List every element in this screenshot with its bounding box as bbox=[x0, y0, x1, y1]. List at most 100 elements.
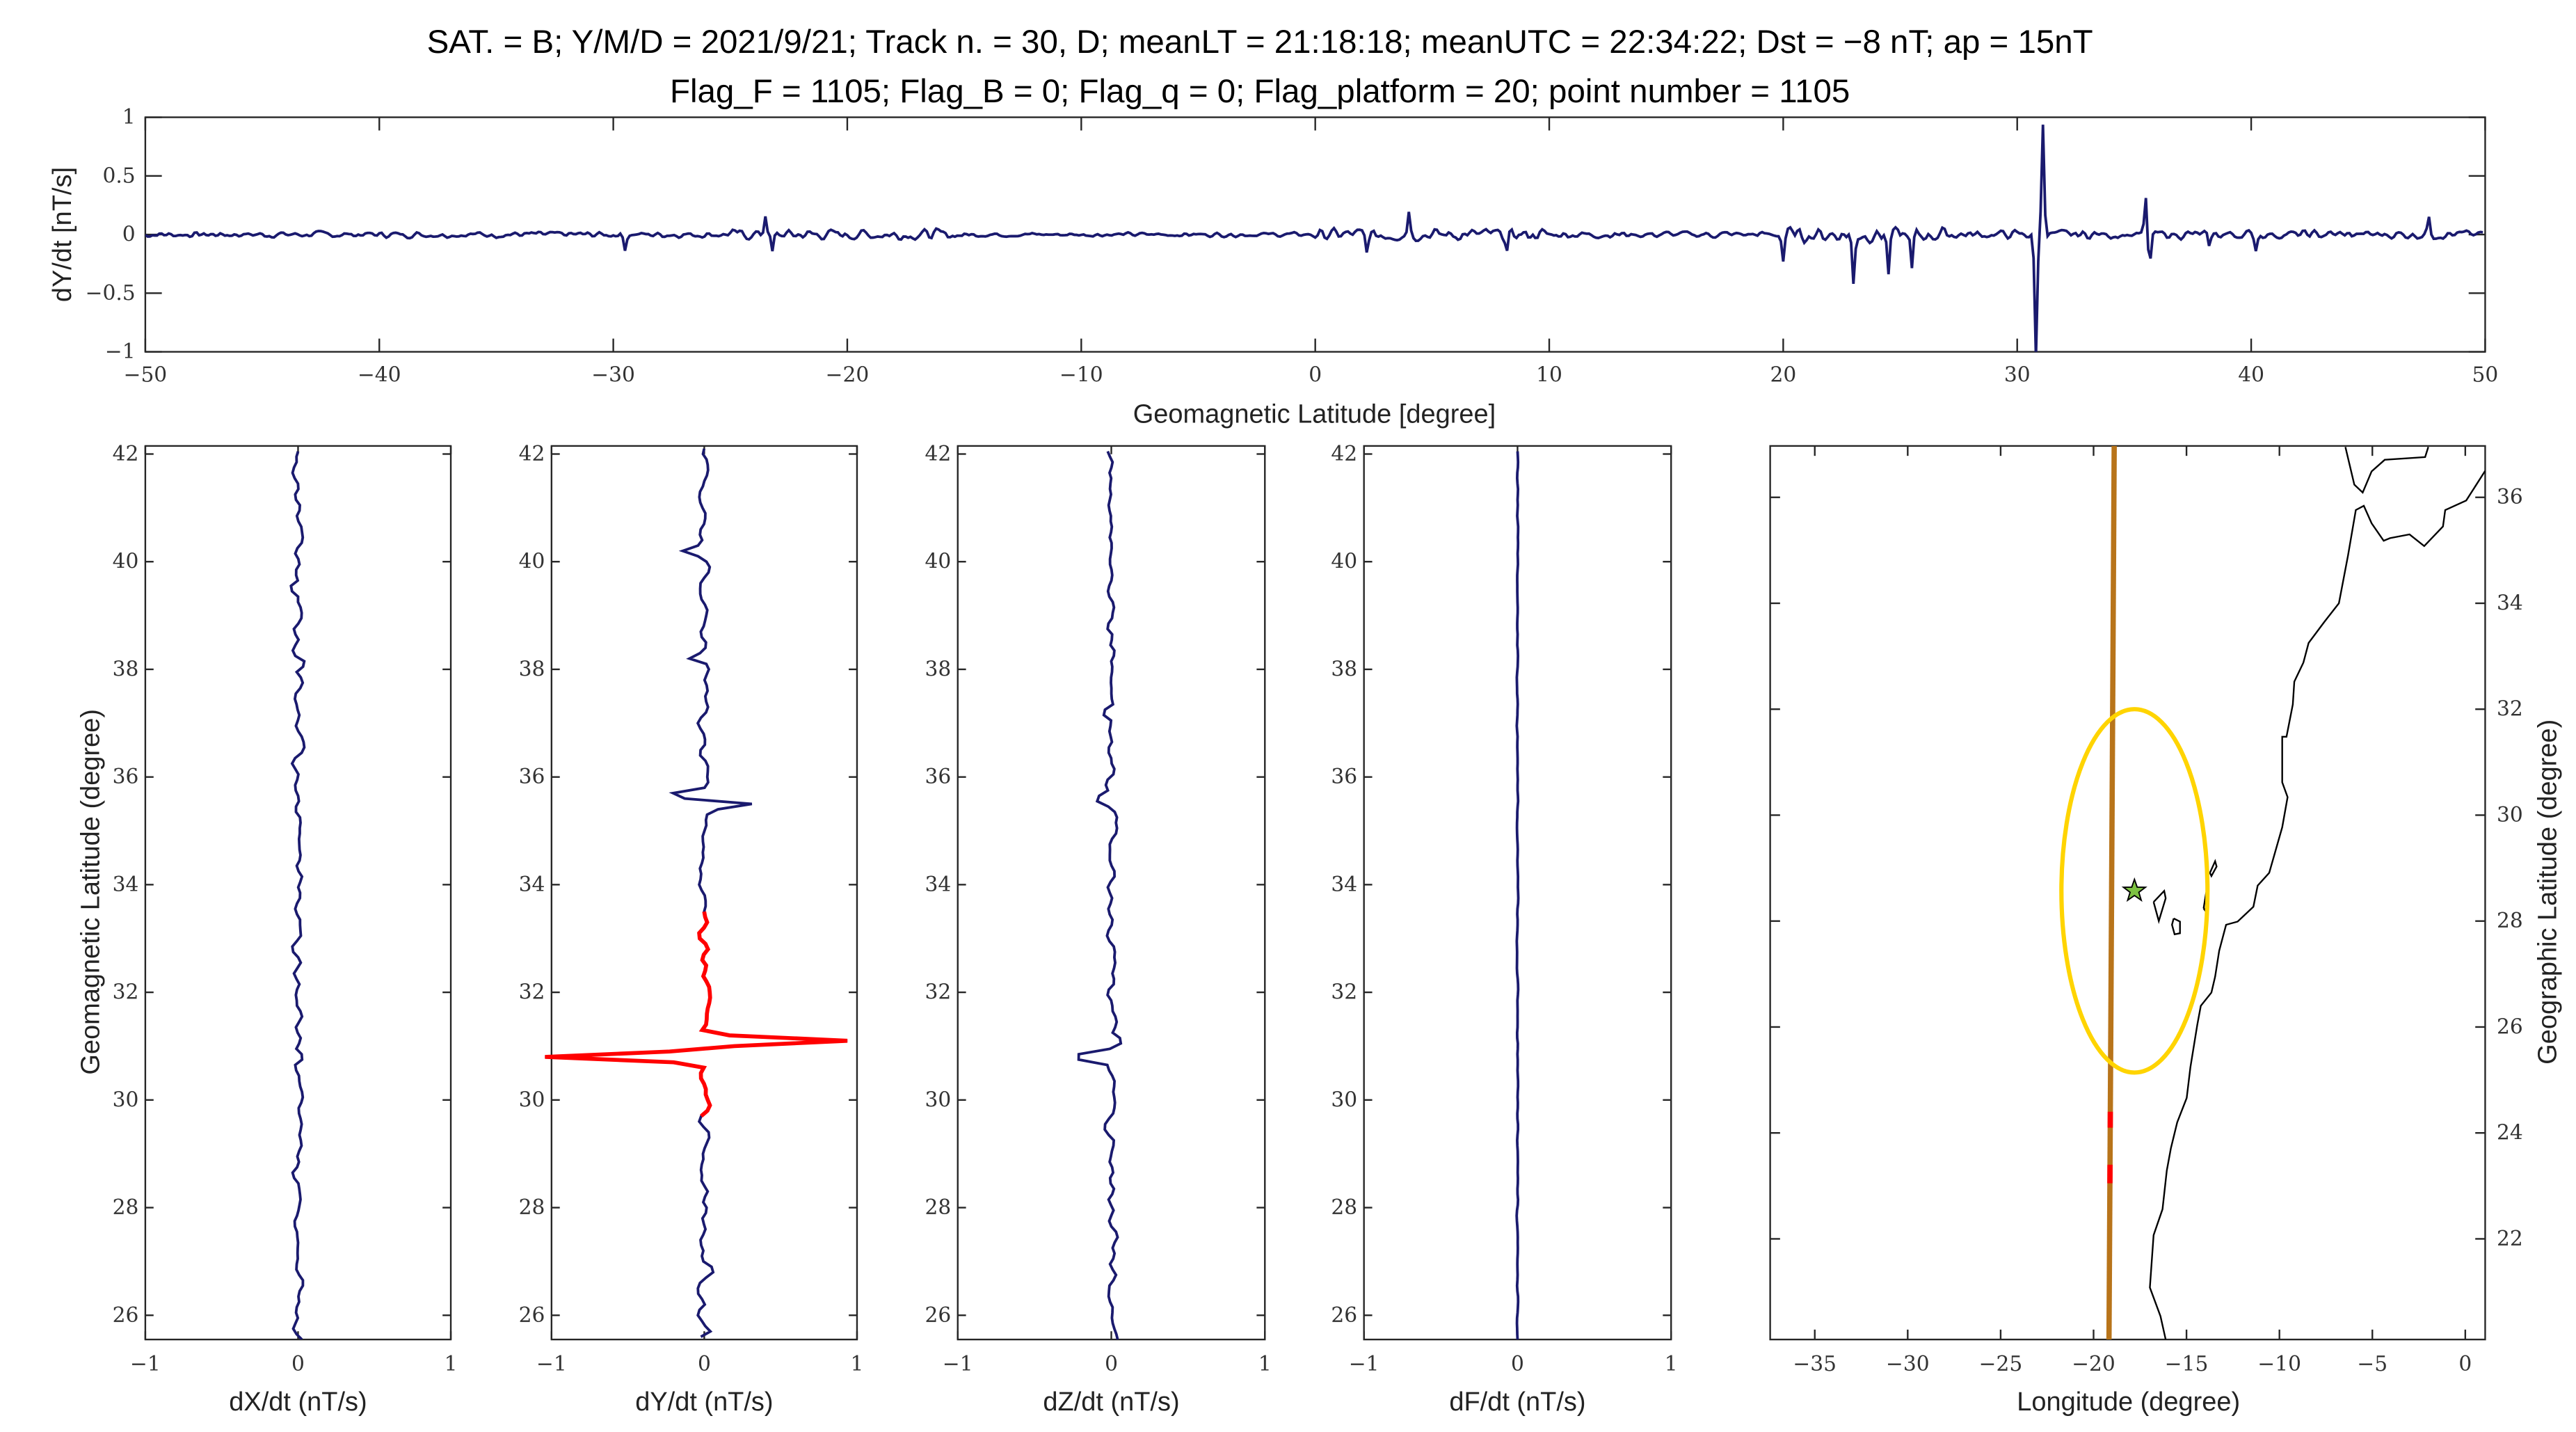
panel-dX-ytick-label: 28 bbox=[113, 1195, 139, 1219]
top-ytick-label: 1 bbox=[122, 104, 136, 129]
panel-dZ-ytick-label: 40 bbox=[925, 549, 952, 573]
map-ytick-label: 36 bbox=[2497, 484, 2523, 509]
map-xtick-label: −35 bbox=[1793, 1351, 1837, 1376]
title-line-2: Flag_F = 1105; Flag_B = 0; Flag_q = 0; F… bbox=[670, 73, 1850, 110]
top-xtick-label: −20 bbox=[826, 362, 870, 386]
map-xlabel: Longitude (degree) bbox=[2017, 1387, 2240, 1417]
top-xtick-label: 30 bbox=[2004, 362, 2031, 386]
panel-dF-ytick-label: 40 bbox=[1331, 549, 1357, 573]
panel-dY-ytick-label: 26 bbox=[519, 1303, 545, 1327]
map-xtick-label: 0 bbox=[2458, 1351, 2472, 1376]
top-ylabel: dY/dt [nT/s] bbox=[48, 167, 77, 302]
map-frame bbox=[1769, 445, 2486, 1341]
top-ytick-label: −0.5 bbox=[86, 280, 136, 305]
panel-dF-xlabel: dF/dt (nT/s) bbox=[1449, 1387, 1585, 1417]
panel-dY-highlight-line bbox=[545, 911, 848, 1118]
map-ytick-label: 22 bbox=[2497, 1226, 2523, 1250]
panel-dF-ytick-label: 36 bbox=[1331, 764, 1357, 788]
satellite-track-line bbox=[2106, 445, 2117, 1340]
panel-dF-ytick-label: 38 bbox=[1331, 656, 1357, 681]
panel-dZ-xtick-label: 0 bbox=[1105, 1351, 1118, 1376]
panel-dY-series-line bbox=[545, 448, 848, 1338]
panel-dX-xtick-label: −1 bbox=[130, 1351, 161, 1376]
coastline bbox=[2149, 470, 2486, 1340]
panel-dZ-ytick-label: 42 bbox=[925, 441, 952, 466]
panel-dZ-frame bbox=[957, 445, 1266, 1341]
top-xtick-label: −10 bbox=[1059, 362, 1103, 386]
map-xtick-label: −5 bbox=[2357, 1351, 2387, 1376]
panel-dF-xtick-label: 0 bbox=[1511, 1351, 1524, 1376]
top-xtick-label: 20 bbox=[1770, 362, 1796, 386]
panel-dF-ytick-label: 32 bbox=[1331, 980, 1357, 1004]
panel-dX-ytick-label: 40 bbox=[113, 549, 139, 573]
map-ytick-label: 30 bbox=[2497, 802, 2523, 827]
panel-dY-ytick-label: 34 bbox=[519, 872, 545, 896]
coastline bbox=[2152, 889, 2167, 925]
panel-dF-ytick-label: 42 bbox=[1331, 441, 1357, 466]
map-ytick-label: 32 bbox=[2497, 697, 2523, 721]
panel-dX-ytick-label: 34 bbox=[113, 872, 139, 896]
panel-dX-ytick-label: 38 bbox=[113, 656, 139, 681]
panel-dY-ytick-label: 36 bbox=[519, 764, 545, 788]
panel-dY-xtick-label: 0 bbox=[698, 1351, 711, 1376]
coastline bbox=[2209, 859, 2218, 878]
panel-dF-xtick-label: 1 bbox=[1665, 1351, 1678, 1376]
panel-dZ-series-line bbox=[1077, 450, 1123, 1340]
top-xtick-label: 0 bbox=[1309, 362, 1322, 386]
panel-dX-ytick-label: 26 bbox=[113, 1303, 139, 1327]
panel-dZ-ytick-label: 28 bbox=[925, 1195, 952, 1219]
panel-dY-ytick-label: 32 bbox=[519, 980, 545, 1004]
preparation-zone-ellipse bbox=[2059, 707, 2210, 1075]
panel-dY-ytick-label: 40 bbox=[519, 549, 545, 573]
top-xtick-label: 40 bbox=[2238, 362, 2264, 386]
panel-dY-xtick-label: 1 bbox=[851, 1351, 864, 1376]
panel-dY-ytick-label: 38 bbox=[519, 656, 545, 681]
panel-dZ-ytick-label: 36 bbox=[925, 764, 952, 788]
map-ytick-label: 26 bbox=[2497, 1014, 2523, 1038]
panel-dZ-ytick-label: 30 bbox=[925, 1087, 952, 1111]
panel-dX-ytick-label: 36 bbox=[113, 764, 139, 788]
map-xtick-label: −25 bbox=[1979, 1351, 2023, 1376]
epicenter-star-icon bbox=[2121, 877, 2147, 902]
panel-dF-ytick-label: 28 bbox=[1331, 1195, 1357, 1219]
panel-dF-series-line bbox=[1515, 451, 1520, 1340]
panel-dY-ytick-label: 28 bbox=[519, 1195, 545, 1219]
top-xlabel: Geomagnetic Latitude [degree] bbox=[1133, 400, 1496, 429]
map-content bbox=[2059, 445, 2486, 1340]
panel-dX-ytick-label: 32 bbox=[113, 980, 139, 1004]
map-xtick-label: −30 bbox=[1886, 1351, 1930, 1376]
top-xtick-label: −30 bbox=[591, 362, 635, 386]
coastline bbox=[2171, 917, 2181, 936]
panel-dF-ytick-label: 26 bbox=[1331, 1303, 1357, 1327]
panel-dF-xtick-label: −1 bbox=[1349, 1351, 1379, 1376]
panel-dZ-xtick-label: −1 bbox=[943, 1351, 973, 1376]
panel-dY-ytick-label: 30 bbox=[519, 1087, 545, 1111]
panel-dZ-ytick-label: 32 bbox=[925, 980, 952, 1004]
top-ytick-label: 0 bbox=[122, 222, 136, 246]
map-ylabel: Geographic Latitude (degree) bbox=[2534, 719, 2563, 1065]
map-ytick-label: 34 bbox=[2497, 590, 2523, 614]
top-xtick-label: −40 bbox=[358, 362, 401, 386]
top-xtick-label: 50 bbox=[2472, 362, 2499, 386]
map-ytick-label: 28 bbox=[2497, 908, 2523, 932]
title-line-1: SAT. = B; Y/M/D = 2021/9/21; Track n. = … bbox=[427, 24, 2093, 61]
top-xtick-label: 10 bbox=[1536, 362, 1562, 386]
panel-dF-ytick-label: 30 bbox=[1331, 1087, 1357, 1111]
panel-dX-frame bbox=[144, 445, 452, 1341]
panel-dX-ytick-label: 30 bbox=[113, 1087, 139, 1111]
panel-dY-xtick-label: −1 bbox=[536, 1351, 567, 1376]
top-ytick-label: 0.5 bbox=[102, 163, 135, 187]
panel-dF-ytick-label: 34 bbox=[1331, 872, 1357, 896]
panel-dZ-xlabel: dZ/dt (nT/s) bbox=[1043, 1387, 1179, 1417]
panel-dY-ytick-label: 42 bbox=[519, 441, 545, 466]
top-xtick-label: −50 bbox=[124, 362, 168, 386]
top-dY-series-line bbox=[145, 125, 2483, 352]
panel-dZ-ytick-label: 26 bbox=[925, 1303, 952, 1327]
panel-dX-ytick-label: 42 bbox=[113, 441, 139, 466]
panel-dX-ylabel: Geomagnetic Latitude (degree) bbox=[76, 709, 105, 1075]
panel-dX-series-line bbox=[289, 451, 306, 1340]
panel-dX-xtick-label: 1 bbox=[445, 1351, 458, 1376]
map-xtick-label: −20 bbox=[2072, 1351, 2115, 1376]
top-ytick-label: −1 bbox=[105, 339, 136, 363]
